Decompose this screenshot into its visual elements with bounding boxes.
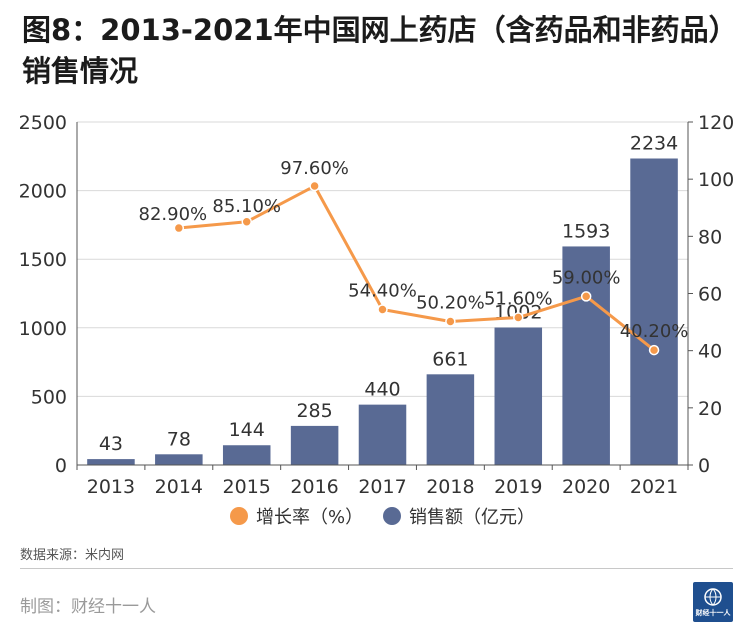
x-axis-tick-label: 2020 — [562, 476, 610, 498]
growth-value-label: 54.40% — [348, 281, 417, 302]
bar — [494, 327, 543, 465]
bar-value-label: 1593 — [562, 220, 610, 242]
x-axis-tick-label: 2019 — [494, 476, 542, 498]
legend-marker-sales — [383, 507, 401, 525]
bar — [290, 425, 339, 465]
globe-icon — [704, 588, 722, 606]
x-axis-tick-label: 2014 — [155, 476, 203, 498]
x-axis-tick-label: 2017 — [358, 476, 406, 498]
right-axis-tick-label: 60 — [698, 284, 722, 306]
right-axis: 0 20 40 60 80 100 120 — [687, 112, 734, 477]
logo-text: 财经十一人 — [695, 609, 731, 617]
bar — [426, 374, 475, 465]
growth-point — [445, 316, 456, 327]
right-axis-tick-label: 120 — [698, 112, 734, 134]
right-axis-tick-label: 20 — [698, 398, 722, 420]
chart-title: 图8：2013-2021年中国网上药店（含药品和非药品）销售情况 — [22, 13, 724, 88]
x-axis-tick-label: 2021 — [630, 476, 678, 498]
right-axis-tick-label: 40 — [698, 341, 722, 363]
x-axis-tick-label: 2013 — [87, 476, 135, 498]
left-axis-tick-label: 1000 — [19, 318, 67, 340]
line-series: 82.90% 85.10% 97.60% 54.40%50.20% 51.60%59.0… — [139, 158, 689, 356]
growth-value-label: 50.20% — [416, 293, 485, 314]
bar-value-label: 285 — [296, 400, 332, 422]
bar-value-label: 440 — [364, 379, 400, 401]
growth-value-label: 82.90% — [139, 204, 208, 225]
growth-point — [309, 180, 320, 192]
growth-point — [173, 222, 185, 234]
bar-value-label: 661 — [432, 348, 468, 370]
bar — [87, 459, 135, 465]
bar — [562, 246, 610, 465]
chart-credit: 制图：财经十一人 — [20, 597, 156, 617]
left-axis-tick-label: 2500 — [19, 112, 67, 134]
growth-value-label: 85.10% — [212, 196, 281, 217]
growth-point — [648, 344, 660, 356]
growth-point — [513, 312, 524, 323]
left-axis-tick-label: 500 — [31, 386, 67, 408]
bar — [630, 158, 678, 466]
left-axis: 0 500 1000 1500 2000 2500 — [19, 112, 78, 477]
brand-logo: 财经十一人 — [693, 582, 733, 622]
growth-point — [241, 216, 252, 228]
left-axis-tick-label: 1500 — [19, 249, 67, 271]
right-axis-tick-label: 100 — [698, 169, 734, 191]
x-axis-tick-label: 2015 — [223, 476, 271, 498]
x-axis-tick-label: 2018 — [426, 476, 474, 498]
bar-value-label: 78 — [167, 428, 191, 450]
legend: 增长率（%） 销售额（亿元） — [230, 507, 535, 528]
bar — [155, 454, 203, 465]
growth-point — [377, 304, 388, 315]
x-axis: 2013 2014 2015 2016 2017 2018 2019 2020 2021 — [76, 464, 689, 498]
growth-value-label: 51.60% — [484, 289, 553, 310]
legend-label-sales: 销售额（亿元） — [409, 507, 535, 528]
left-axis-tick-label: 0 — [55, 455, 67, 477]
legend-marker-growth — [230, 507, 248, 525]
bar-value-label: 144 — [229, 419, 265, 441]
data-source: 数据来源：米内网 — [20, 548, 125, 563]
bar — [358, 404, 407, 465]
growth-value-label: 59.00% — [552, 267, 621, 288]
legend-label-growth: 增长率（%） — [256, 507, 363, 528]
growth-point — [580, 291, 592, 302]
footer-divider — [20, 568, 733, 569]
growth-line — [178, 184, 655, 352]
growth-value-label: 40.20% — [620, 321, 689, 342]
right-axis-tick-label: 80 — [698, 226, 722, 248]
x-axis-tick-label: 2016 — [290, 476, 338, 498]
right-axis-tick-label: 0 — [698, 455, 710, 477]
bar-value-label: 2234 — [630, 132, 678, 154]
chart-canvas: 0 500 1000 1500 2000 2500 0 20 40 60 80 100 120 43 7… — [19, 112, 735, 528]
growth-value-label: 97.60% — [280, 158, 349, 179]
bar-value-label: 43 — [99, 433, 123, 455]
left-axis-tick-label: 2000 — [19, 181, 67, 203]
bar — [222, 445, 271, 465]
bar-series: 4378144285440661100215932234 — [87, 132, 678, 466]
